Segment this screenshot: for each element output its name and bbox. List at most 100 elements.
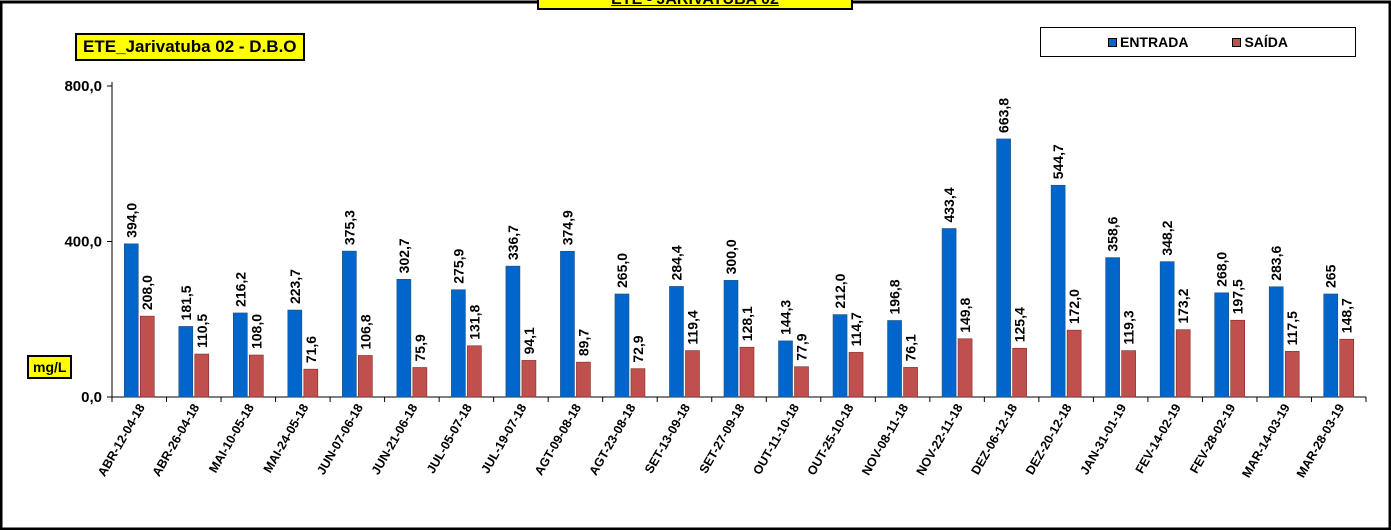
bar-saida [194, 353, 210, 398]
x-tick-label: AGT-23-08-18 [586, 401, 638, 477]
data-label-saida: 119,4 [684, 310, 700, 344]
bar-saida [249, 354, 264, 398]
data-label-entrada: 302,7 [396, 238, 412, 273]
y-tick-label: 400,0 [64, 234, 102, 251]
bar-entrada [560, 250, 575, 398]
bar-entrada [396, 279, 412, 398]
bar-entrada [778, 340, 793, 398]
data-label-entrada: 265,0 [614, 253, 630, 288]
data-label-saida: 75,9 [412, 334, 428, 361]
data-label-saida: 208,0 [139, 275, 155, 310]
data-label-entrada: 544,7 [1050, 144, 1066, 179]
data-label-saida: 77,9 [794, 333, 810, 360]
bar-entrada [669, 286, 684, 398]
data-label-saida: 72,9 [630, 335, 646, 362]
bar-saida [848, 352, 864, 398]
data-label-saida: 89,7 [575, 329, 591, 356]
bar-saida [794, 366, 809, 398]
data-label-saida: 128,1 [739, 306, 755, 341]
x-tick-label: ABR-26-04-18 [150, 401, 203, 478]
x-tick-label: FEV-14-02-19 [1133, 401, 1184, 475]
x-tick-label: JUL-19-07-18 [478, 401, 529, 475]
y-axis-unit-label: mg/L [27, 355, 73, 379]
data-label-saida: 117,5 [1284, 311, 1300, 345]
bar-entrada [342, 250, 357, 398]
data-label-entrada: 394,0 [123, 203, 139, 238]
data-label-entrada: 275,9 [450, 248, 466, 283]
x-tick-label: MAI-24-05-18 [261, 401, 312, 475]
legend-item-entrada: ENTRADA [1107, 34, 1189, 50]
bar-saida [739, 346, 755, 398]
data-label-saida: 94,1 [521, 327, 537, 354]
data-label-entrada: 348,2 [1159, 220, 1175, 255]
data-label-saida: 131,8 [466, 305, 482, 340]
bar-entrada [1159, 261, 1175, 398]
legend-swatch-saida [1232, 37, 1242, 47]
bar-saida [630, 368, 646, 398]
data-label-entrada: 284,4 [668, 245, 684, 280]
legend-item-saida: SAÍDA [1232, 34, 1288, 50]
data-label-entrada: 181,5 [178, 285, 194, 320]
bar-entrada [123, 243, 139, 398]
data-label-saida: 125,4 [1012, 307, 1028, 342]
bar-saida [1284, 351, 1300, 398]
data-label-entrada: 223,7 [287, 269, 303, 304]
data-label-entrada: 374,9 [559, 210, 575, 245]
data-label-entrada: 663,8 [996, 98, 1012, 133]
bar-saida [1121, 350, 1136, 398]
bar-saida [139, 315, 155, 398]
bar-saida [412, 367, 428, 398]
legend-label-entrada: ENTRADA [1119, 34, 1189, 50]
bar-saida [1175, 329, 1191, 398]
bar-entrada [996, 138, 1011, 398]
x-tick-label: JAN-31-01-19 [1078, 401, 1130, 477]
bar-saida [957, 338, 973, 398]
data-label-saida: 119,3 [1121, 310, 1137, 344]
x-tick-label: OUT-11-10-18 [750, 401, 802, 477]
bar-entrada [1105, 257, 1120, 398]
bar-saida [1066, 329, 1082, 398]
bar-saida [303, 368, 319, 398]
x-tick-label: SET-27-09-18 [697, 401, 748, 475]
bar-saida [903, 367, 918, 398]
y-tick-label: 800,0 [64, 78, 102, 95]
bar-entrada [614, 293, 630, 398]
x-tick-label: SET-13-09-18 [642, 401, 693, 475]
bar-saida [1012, 347, 1027, 398]
x-tick-label: ABR-12-04-18 [95, 401, 148, 478]
bar-saida [358, 355, 373, 398]
data-label-saida: 71,6 [303, 336, 319, 363]
bar-entrada [1050, 184, 1066, 398]
bar-saida [576, 361, 591, 398]
data-label-entrada: 375,3 [341, 210, 357, 245]
top-banner: ETE - JARIVATUBA 02 [537, 0, 853, 10]
bar-saida [1339, 338, 1355, 398]
x-tick-label: NOV-08-11-18 [859, 401, 911, 477]
bar-entrada [233, 312, 248, 398]
data-label-entrada: 300,0 [723, 239, 739, 274]
bar-entrada [505, 265, 521, 398]
bar-entrada [451, 289, 466, 398]
bar-saida [521, 360, 537, 398]
data-label-entrada: 265 [1323, 264, 1339, 288]
bar-saida [1230, 319, 1245, 398]
bar-entrada [723, 280, 739, 398]
data-label-saida: 149,8 [957, 298, 973, 333]
data-label-saida: 197,5 [1230, 279, 1246, 314]
data-label-entrada: 144,3 [778, 300, 794, 335]
data-label-saida: 106,8 [357, 314, 373, 349]
x-tick-label: AGT-09-08-18 [532, 401, 584, 477]
bar-saida [467, 345, 482, 398]
data-label-saida: 108,0 [248, 314, 264, 349]
bar-entrada [178, 326, 194, 398]
data-label-entrada: 283,6 [1268, 246, 1284, 281]
data-label-entrada: 336,7 [505, 225, 521, 260]
x-tick-label: MAI-10-05-18 [206, 401, 257, 475]
data-label-entrada: 216,2 [232, 272, 248, 307]
x-tick-label: DEZ-06-12-18 [968, 401, 1020, 477]
x-tick-label: MAR-14-03-19 [1239, 401, 1292, 480]
x-tick-label: JUN-21-06-18 [369, 401, 421, 477]
x-tick-label: FEV-28-02-19 [1187, 401, 1238, 475]
